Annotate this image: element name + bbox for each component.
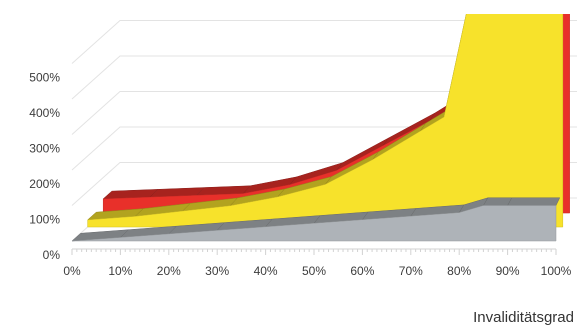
- x-tick-label: 90%: [496, 264, 520, 278]
- x-axis-title: Invaliditätsgrad: [473, 309, 574, 326]
- y-tick-label: 500%: [29, 71, 60, 85]
- x-tick-label: 40%: [254, 264, 278, 278]
- series-front-face: [71, 205, 557, 242]
- grid-lines: [71, 20, 577, 255]
- series-layer: [71, 0, 570, 242]
- gridline: [71, 55, 577, 100]
- x-tick-label: 60%: [350, 264, 374, 278]
- series-front-face: [87, 14, 564, 228]
- x-tick-label: 20%: [157, 264, 181, 278]
- x-tick-label: 70%: [399, 264, 423, 278]
- series-top-face: [515, 0, 566, 7]
- x-tick-label: 30%: [205, 264, 229, 278]
- x-tick-label: 100%: [541, 264, 572, 278]
- y-tick-label: 400%: [29, 106, 60, 120]
- y-tick-label: 100%: [29, 213, 60, 227]
- series-3: [71, 197, 561, 242]
- tick-labels: 0% 100% 200% 300% 400% 500% 0% 10% 20% 30% 40% 50% 6…: [29, 71, 571, 279]
- x-tick-label: 0%: [63, 264, 81, 278]
- y-tick-label: 300%: [29, 142, 60, 156]
- series-top-face: [482, 197, 513, 206]
- series-top-face: [468, 0, 520, 7]
- y-tick-label: 200%: [29, 177, 60, 191]
- y-tick-label: 0%: [43, 248, 61, 262]
- x-tick-label: 50%: [302, 264, 326, 278]
- x-tick-label: 80%: [447, 264, 471, 278]
- x-tick-label: 10%: [108, 264, 132, 278]
- gridline: [71, 91, 577, 135]
- gridline: [71, 20, 577, 64]
- series-2: [86, 0, 566, 228]
- series-top-face: [507, 197, 561, 206]
